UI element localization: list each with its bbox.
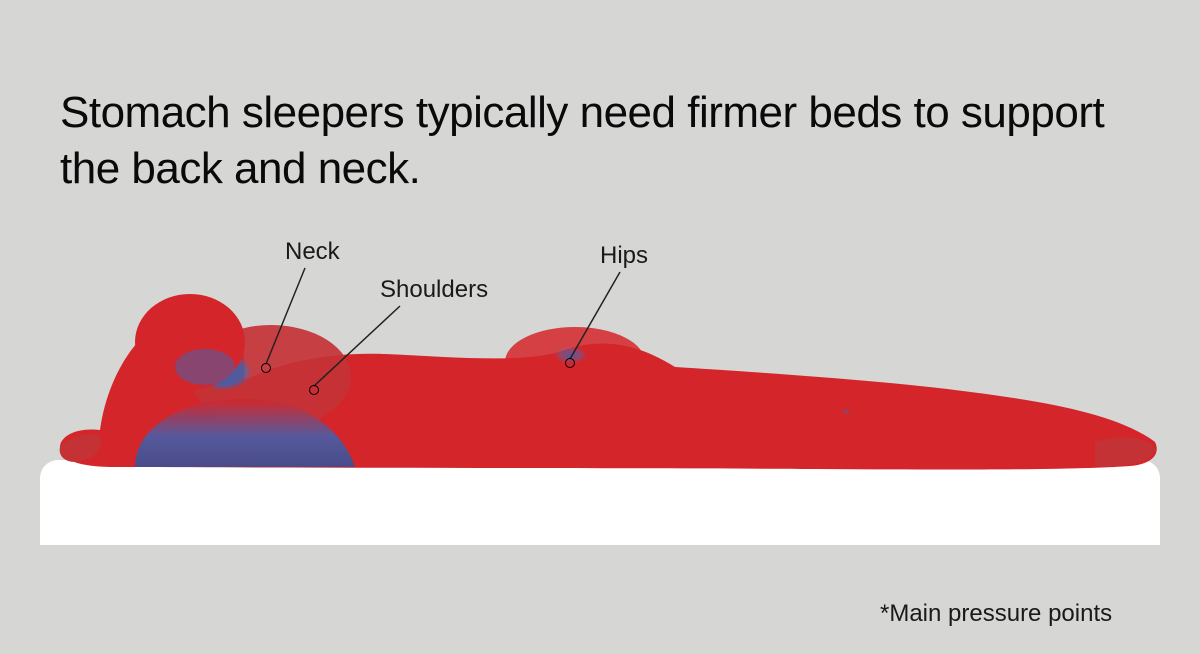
infographic-canvas: Stomach sleepers typically need firmer b…: [0, 0, 1200, 654]
callout-dot-hips: [565, 358, 575, 368]
pressure-zone-knee: [790, 385, 870, 429]
callout-label-hips: Hips: [600, 242, 648, 270]
callout-dot-neck: [261, 363, 271, 373]
pressure-zone-hips: [505, 327, 645, 397]
headline-text: Stomach sleepers typically need firmer b…: [60, 85, 1140, 198]
callout-label-neck: Neck: [285, 238, 340, 266]
head-blue-accent: [175, 349, 235, 385]
body-heatmap-figure: [55, 272, 1160, 497]
callout-dot-shoulders: [309, 385, 319, 395]
callout-label-shoulders: Shoulders: [380, 276, 488, 304]
footer-note: *Main pressure points: [880, 600, 1112, 628]
